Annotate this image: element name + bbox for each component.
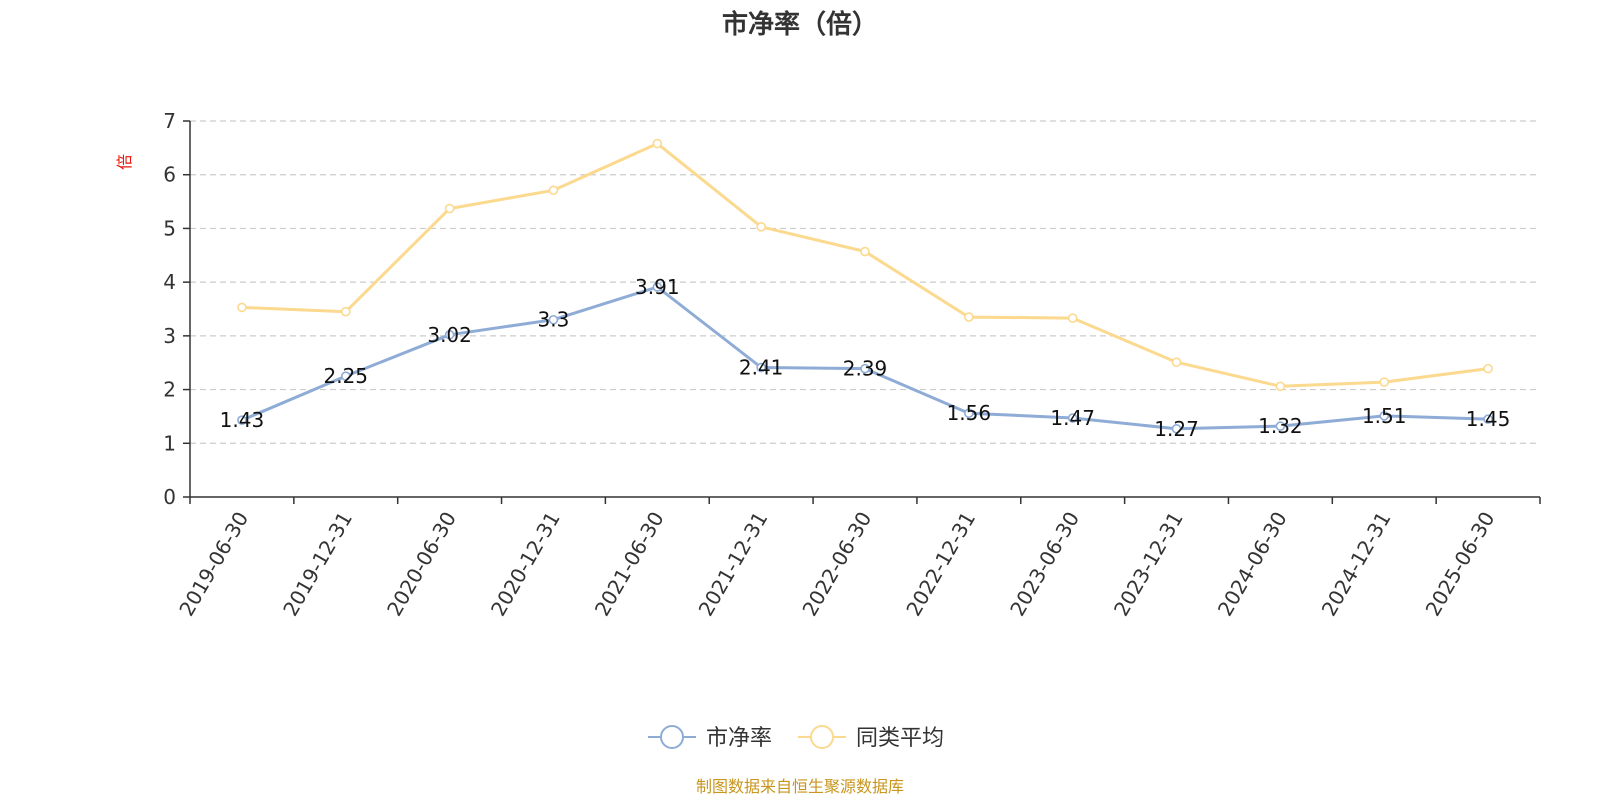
x-tick-label: 2024-06-30: [1213, 508, 1292, 621]
legend: 市净率 同类平均: [648, 725, 944, 751]
series-1-point: [1483, 363, 1493, 374]
x-tick-label: 2024-12-31: [1317, 508, 1396, 621]
data-label: 1.47: [1050, 406, 1095, 430]
y-tick-label: 4: [163, 270, 176, 294]
data-label: 3.02: [427, 323, 472, 347]
series-1-point: [340, 306, 351, 317]
series-1-point: [652, 138, 663, 149]
legend-marker-0: [660, 725, 684, 749]
data-label: 1.51: [1362, 404, 1407, 428]
series-0-point: [964, 408, 974, 419]
series-1-point: [1171, 357, 1182, 367]
y-tick-label: 6: [163, 163, 176, 187]
x-tick-label: 2021-06-30: [590, 508, 669, 621]
series-1-point: [860, 246, 870, 257]
series-1-point: [1379, 377, 1390, 387]
y-tick-label: 2: [163, 378, 176, 402]
data-label: 2.25: [324, 364, 369, 388]
data-label: 3.3: [538, 308, 570, 332]
grid-lines: [190, 120, 1540, 444]
series-0-point: [1275, 421, 1286, 431]
x-tick-label: 2019-06-30: [174, 508, 253, 621]
series-0-point: [340, 371, 351, 381]
x-tick-label: 2022-12-31: [901, 508, 980, 621]
series-0-point: [444, 329, 455, 340]
series-line-1: [241, 142, 1489, 388]
y-tick-label: 1: [163, 431, 176, 455]
x-tick-label: 2020-06-30: [382, 508, 461, 621]
series-1-point: [756, 222, 766, 232]
series-0-point: [1067, 413, 1078, 423]
series-0-point: [756, 362, 766, 373]
series-0-point: [860, 363, 870, 374]
x-tick-label: 2021-12-31: [694, 508, 773, 621]
series-0-point: [1379, 411, 1390, 421]
data-label: 3.91: [635, 275, 680, 299]
y-tick-label: 7: [163, 109, 176, 133]
series-1-point: [548, 185, 559, 196]
data-label: 1.27: [1154, 417, 1199, 441]
x-tick-label: 2023-12-31: [1109, 508, 1188, 621]
data-label: 1.43: [220, 408, 265, 432]
series-0-point: [1483, 414, 1493, 424]
x-tick-label: 2025-06-30: [1421, 508, 1500, 621]
series-1-point: [237, 302, 247, 313]
series-1-point: [964, 312, 974, 322]
x-tick-label: 2020-12-31: [486, 508, 565, 621]
chart-title: 市净率（倍）: [722, 9, 878, 40]
legend-marker-1: [810, 725, 834, 749]
data-label: 1.56: [947, 401, 992, 425]
series-1-point: [1067, 313, 1078, 323]
series-0-point: [548, 314, 559, 325]
x-tick-label: 2023-06-30: [1005, 508, 1084, 621]
x-tick-label: 2022-06-30: [797, 508, 876, 621]
series-0-point: [652, 282, 663, 292]
series-0-point: [1171, 423, 1182, 434]
y-tick-label: 3: [163, 324, 176, 348]
y-tick-label: 0: [163, 485, 176, 509]
y-axis-label: 倍: [115, 154, 134, 170]
series-0-point: [237, 415, 247, 425]
data-label: 2.39: [843, 357, 888, 381]
data-label: 1.45: [1466, 407, 1511, 431]
source-note: 制图数据来自恒生聚源数据库: [696, 777, 904, 796]
y-tick-label: 5: [163, 216, 176, 240]
legend-label: 同类平均: [856, 726, 944, 751]
series-1-point: [1275, 381, 1286, 392]
data-label: 2.41: [739, 356, 784, 380]
legend-label: 市净率: [706, 726, 772, 751]
data-label: 1.32: [1258, 414, 1303, 438]
series-layer: [237, 138, 1493, 434]
series-1-point: [444, 203, 455, 214]
data-labels: 1.43 2.25 3.02 3.3 3.91 2.41 2.39 1.56 1.47 1.27 1…: [220, 275, 1511, 441]
x-tick-label: 2019-12-31: [278, 508, 357, 621]
